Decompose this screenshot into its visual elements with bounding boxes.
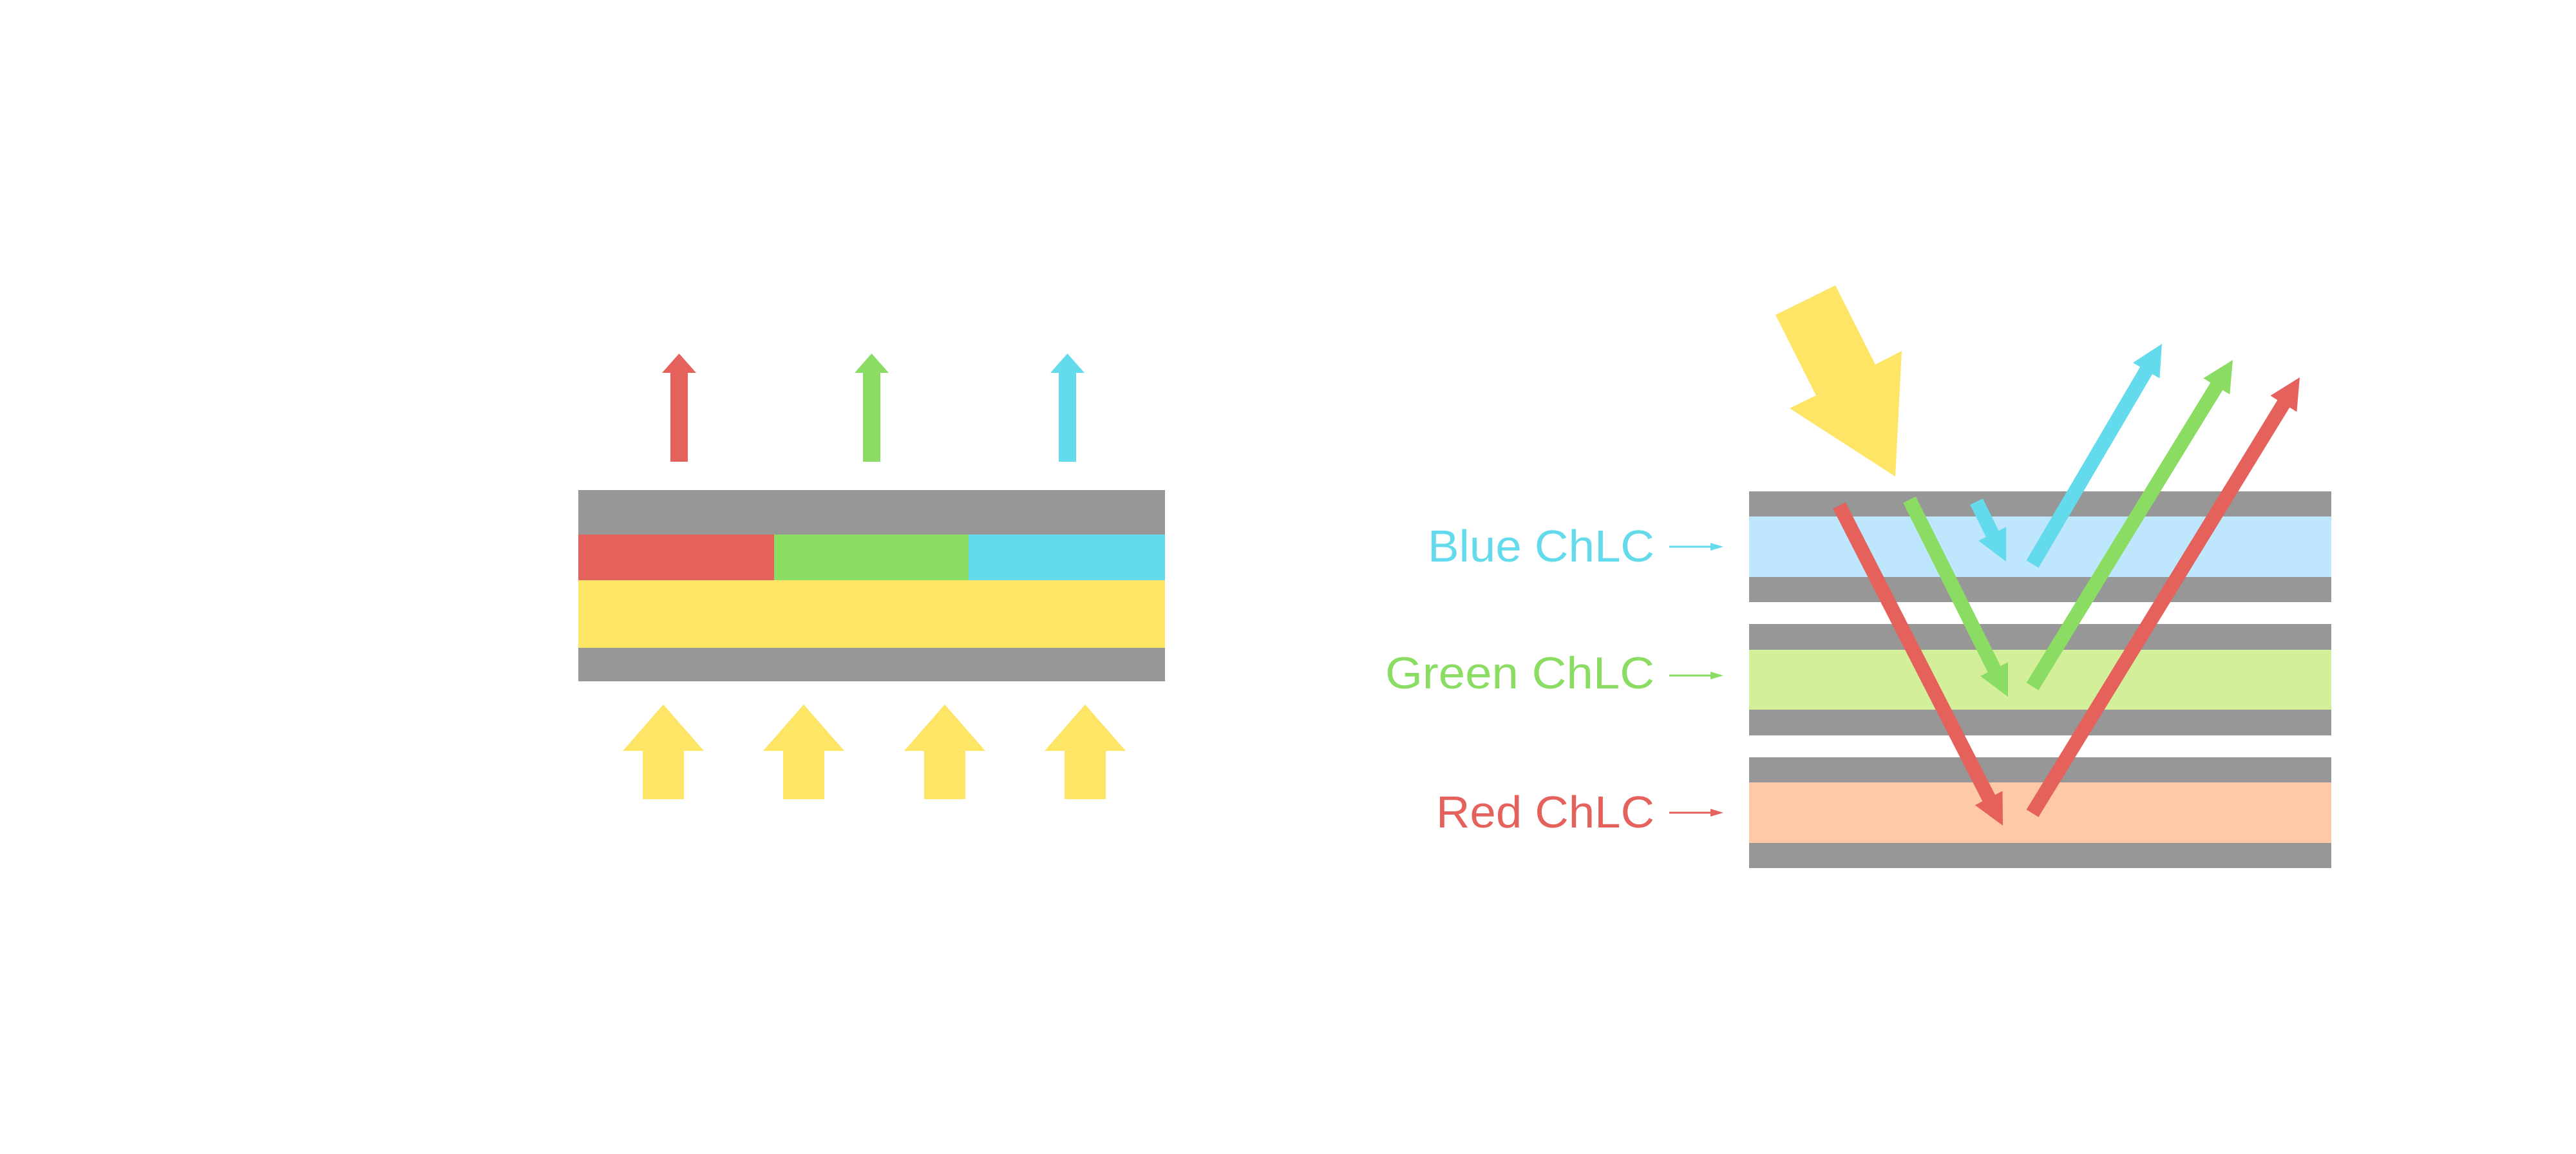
light-rays — [1833, 344, 2300, 826]
green-pointer-arrow-icon — [1669, 672, 1723, 679]
blue-incident-ray-icon — [1970, 498, 2007, 562]
green-reflected-ray-icon — [2026, 360, 2233, 690]
blue-chlc-label: Blue ChLC — [1428, 521, 1654, 571]
red-pointer-arrow-icon — [1669, 809, 1723, 817]
red-emitted-arrow-icon — [662, 354, 696, 462]
backlight-arrows — [623, 705, 1126, 799]
red-reflected-ray-icon — [2026, 377, 2300, 817]
backlight-arrow-icon — [623, 705, 704, 799]
red-incident-ray-icon — [1833, 502, 2003, 826]
backlight-arrow-icon — [904, 705, 985, 799]
blue-reflected-ray-icon — [2026, 344, 2162, 568]
yellow-layer — [578, 580, 1165, 648]
color-filter-stack — [578, 490, 1165, 681]
blue-filter — [969, 534, 1165, 580]
blue-emitted-arrow-icon — [1050, 354, 1084, 462]
green-incident-ray-icon — [1903, 497, 2008, 697]
backlight-arrow-icon — [763, 705, 844, 799]
red-cell-bottom-gray — [1749, 843, 2331, 868]
incident-light-arrow-icon — [1776, 285, 1902, 477]
green-cell-top-gray — [1749, 624, 2331, 650]
bottom-gray-layer — [578, 648, 1165, 681]
green-cell-bottom-gray — [1749, 710, 2331, 735]
blue-cell-bottom-gray — [1749, 577, 2331, 602]
top-gray-layer — [578, 490, 1165, 534]
red-cell-top-gray — [1749, 757, 2331, 782]
red-chlc-label: Red ChLC — [1436, 787, 1654, 837]
backlight-arrow-icon — [1045, 705, 1126, 799]
green-emitted-arrow-icon — [855, 354, 889, 462]
green-filter — [774, 534, 969, 580]
blue-pointer-arrow-icon — [1669, 543, 1723, 551]
red-filter — [578, 534, 774, 580]
green-chlc-label: Green ChLC — [1385, 648, 1654, 698]
